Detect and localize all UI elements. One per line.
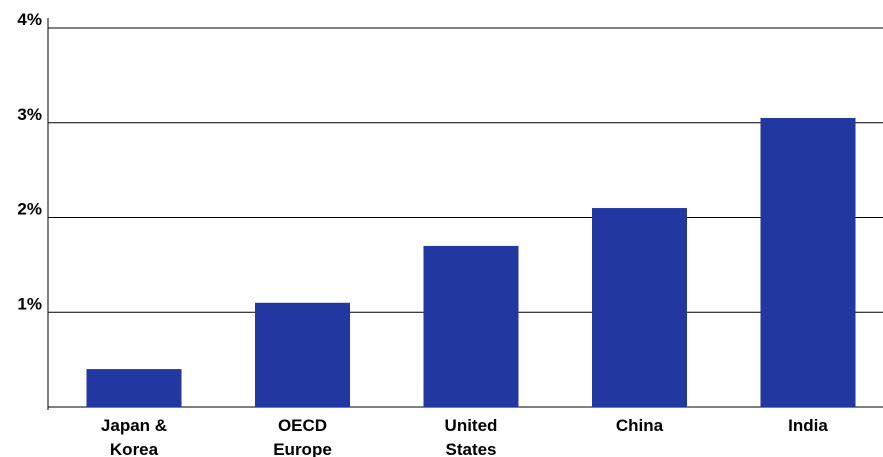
x-category-label: Japan & bbox=[101, 416, 167, 435]
x-category-label: Korea bbox=[110, 440, 159, 457]
gridlines bbox=[47, 18, 883, 410]
x-category-label: Europe bbox=[273, 440, 332, 457]
y-tick-label: 2% bbox=[17, 200, 42, 219]
x-axis-category-labels: Japan & Korea OECD Europe United States China I… bbox=[101, 416, 828, 457]
x-category-label: OECD bbox=[278, 416, 327, 435]
bar bbox=[592, 208, 687, 407]
y-tick-label: 4% bbox=[17, 10, 42, 29]
x-category-label: States bbox=[445, 440, 496, 457]
bar bbox=[255, 302, 350, 407]
y-tick-label: 1% bbox=[17, 294, 42, 313]
y-axis-tick-labels: 1% 2% 3% 4% bbox=[17, 10, 42, 313]
x-category-label: China bbox=[616, 416, 664, 435]
bar bbox=[86, 369, 182, 407]
bar bbox=[760, 118, 856, 407]
x-category-label: India bbox=[788, 416, 828, 435]
x-category-label: United bbox=[445, 416, 498, 435]
bars bbox=[86, 118, 856, 407]
bar bbox=[423, 245, 519, 407]
y-tick-label: 3% bbox=[17, 105, 42, 124]
